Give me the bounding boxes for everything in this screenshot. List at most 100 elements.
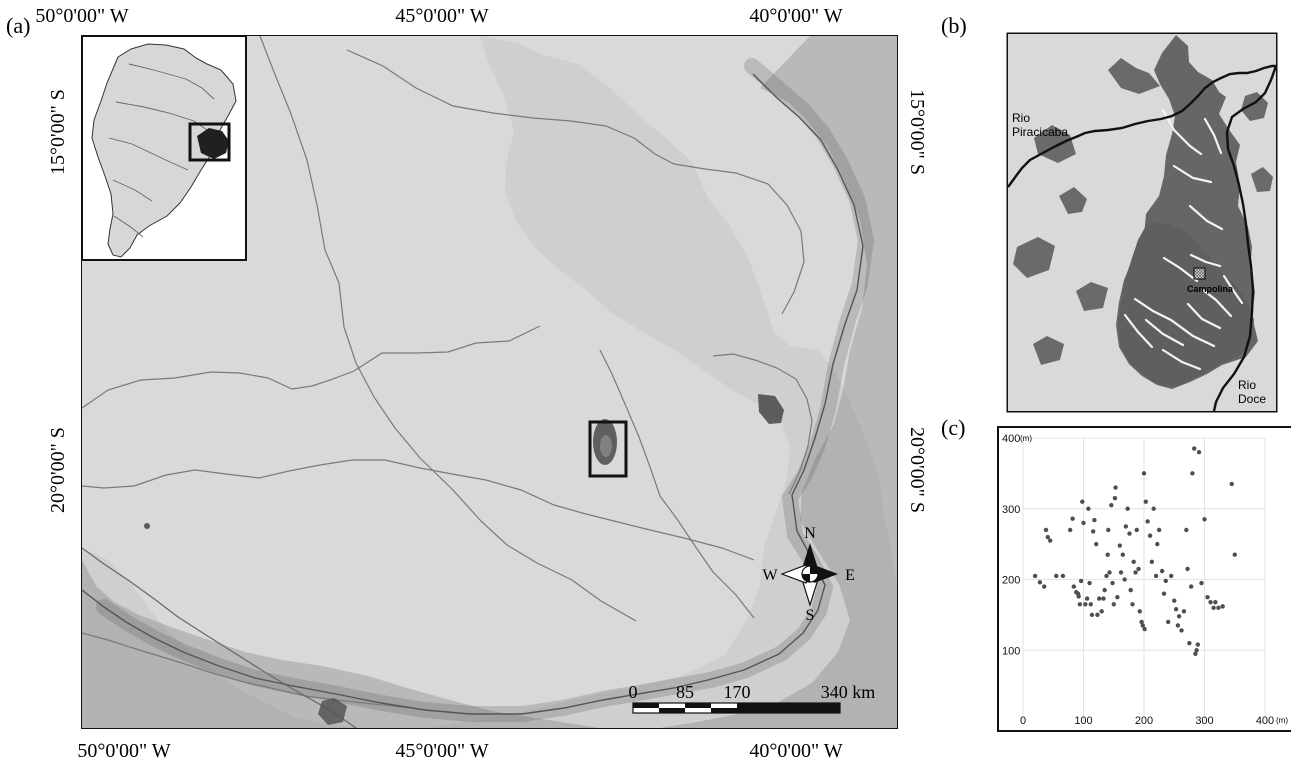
scatter-point	[1205, 594, 1210, 600]
rio-doce-label-line-1: Rio	[1238, 378, 1256, 392]
scatter-point	[1077, 602, 1083, 607]
scatter-point	[1088, 602, 1093, 607]
scatter-point	[1181, 609, 1187, 614]
scatter-point	[1188, 584, 1194, 589]
rio-piracicaba-label-line-2: Piracicaba	[1012, 125, 1068, 139]
scatter-point	[1139, 619, 1144, 625]
main-map-top-labels: 50°0'00" W 45°0'00" W 40°0'00" W	[35, 5, 842, 27]
scatter-point	[1179, 628, 1184, 633]
south-america-shape	[91, 43, 237, 258]
main-map-top-label: 45°0'00" W	[395, 5, 488, 27]
scatter-point	[1130, 602, 1135, 607]
compass-center-segment	[802, 574, 810, 582]
main-map-left-label: 20°0'00" S	[47, 427, 69, 513]
main-map-coastal-forest-band	[82, 36, 897, 728]
scale-bar-segment	[685, 703, 711, 708]
main-map-river-lines-west	[82, 325, 541, 409]
panel-b-forest-patch	[1251, 167, 1273, 192]
scatter-point	[1175, 623, 1181, 628]
panel-b-map: Rio Piracicaba Rio Doce Campolina	[1006, 32, 1278, 413]
main-map: 50°0'00" W 45°0'00" W 40°0'00" W 50°0'00…	[35, 5, 928, 762]
scatter-unit-y: (m)	[1020, 434, 1032, 443]
scatter-point	[1176, 614, 1182, 619]
main-map-right-label: 20°0'00" S	[906, 427, 928, 513]
scatter-point	[1169, 573, 1174, 579]
rio-piracicaba-label-line-1: Rio	[1012, 111, 1030, 125]
panel-b-white-drainage	[1123, 108, 1244, 371]
main-map-bottom-label: 40°0'00" W	[749, 740, 842, 762]
scatter-point	[1081, 520, 1086, 526]
scatter-point	[1151, 506, 1156, 511]
scatter-point	[1083, 602, 1088, 607]
main-map-bottom-label: 50°0'00" W	[77, 740, 170, 762]
scatter-point	[1092, 517, 1097, 523]
main-map-right-labels: 15°0'00" S 20°0'00" S	[906, 89, 928, 513]
scatter-point	[1076, 594, 1081, 599]
scatter-point	[1110, 580, 1115, 586]
scatter-point	[1145, 519, 1150, 524]
scale-bar-segment	[711, 708, 737, 713]
south-america-inset	[81, 35, 247, 261]
scale-bar: 0 85 170 340 km	[629, 682, 876, 714]
rio-doce-river	[1212, 65, 1276, 411]
scatter-point	[1141, 471, 1147, 476]
scatter-y-tick-label: 100	[1002, 645, 1020, 657]
scatter-point	[1131, 559, 1136, 565]
scatter-point	[1032, 573, 1038, 579]
scale-bar-segment	[659, 708, 685, 713]
panel-b-forest-patch	[1108, 58, 1160, 94]
main-map-state-boundary-4	[599, 349, 755, 619]
scatter-point	[1166, 619, 1171, 625]
scatter-point	[1143, 499, 1149, 504]
scatter-point	[1161, 591, 1167, 596]
main-map-small-lake	[144, 523, 150, 529]
scale-bar-segment	[633, 703, 659, 708]
scatter-point	[1104, 573, 1109, 579]
scatter-point	[1229, 481, 1234, 487]
scatter-point	[1045, 534, 1051, 540]
scatter-point	[1102, 587, 1107, 593]
panel-b-forest-patch	[1034, 125, 1076, 163]
scatter-y-tick-label: 200	[1002, 575, 1020, 587]
panel-c-label: (c)	[941, 415, 965, 440]
panel-c-chart: 0 100 200 300 400 100 200 300 400 (m) (m)	[997, 426, 1291, 732]
scatter-point	[1078, 578, 1084, 584]
scatter-point	[1137, 609, 1142, 614]
scatter-point	[1105, 552, 1110, 557]
scale-label: 340 km	[821, 682, 876, 702]
main-map-coastline-southwest	[82, 547, 357, 728]
scatter-point	[1196, 449, 1202, 455]
scatter-point	[1140, 623, 1145, 628]
scatter-point	[1070, 516, 1075, 521]
scatter-point	[1125, 506, 1130, 511]
panel-b-forest-patch	[1033, 336, 1064, 365]
scatter-x-tick-label: 100	[1074, 715, 1092, 727]
scatter-point	[1208, 599, 1213, 605]
scatter-point	[1142, 626, 1147, 632]
compass-east-label: E	[845, 567, 855, 584]
scatter-point	[1134, 527, 1139, 533]
scatter-point	[1172, 598, 1177, 603]
scale-bar-segment	[737, 708, 840, 713]
main-map-top-label: 50°0'00" W	[35, 5, 128, 27]
scatter-point	[1220, 604, 1225, 609]
scatter-point	[1163, 578, 1168, 584]
main-map-bottom-label: 45°0'00" W	[395, 740, 488, 762]
scatter-point	[1156, 527, 1162, 533]
scatter-point	[1095, 612, 1100, 618]
scatter-point	[1147, 533, 1153, 538]
panel-b-forest-patch	[1076, 282, 1108, 311]
scatter-point	[1159, 568, 1165, 574]
rio-piracicaba-river	[1008, 64, 1276, 188]
main-map-coastline	[82, 73, 864, 715]
scatter-point	[1127, 531, 1132, 536]
scatter-point	[1117, 543, 1123, 548]
scatter-point	[1043, 527, 1049, 533]
scatter-point	[1187, 640, 1192, 646]
main-map-focus-box	[588, 420, 628, 478]
scatter-point	[1213, 599, 1218, 605]
scatter-point	[1080, 499, 1085, 504]
scatter-point	[1097, 596, 1102, 601]
main-map-study-site-core	[600, 435, 612, 457]
